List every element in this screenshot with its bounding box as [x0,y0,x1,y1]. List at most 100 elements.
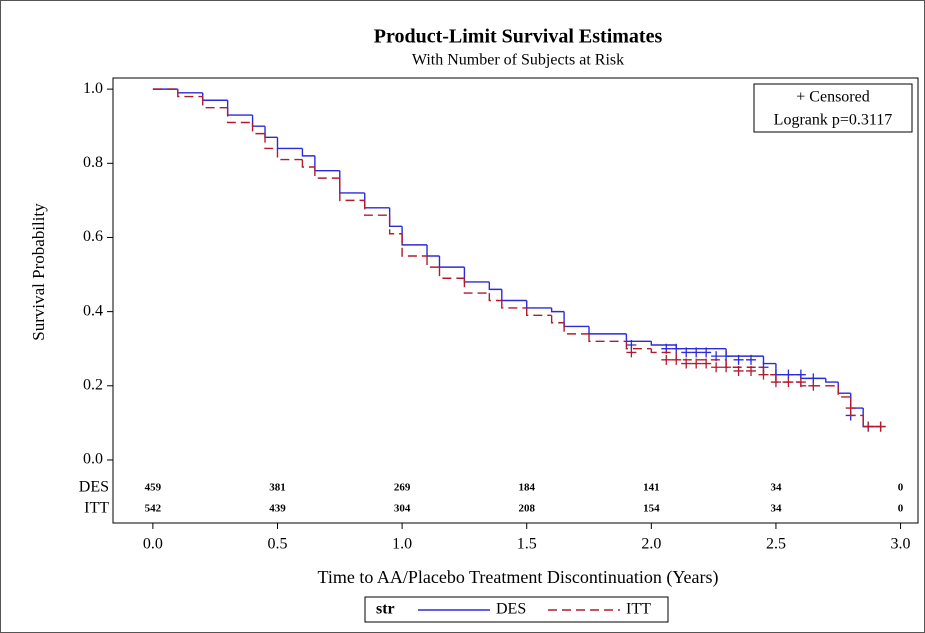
censor-mark [626,347,637,358]
survival-step [339,178,365,202]
censor-mark [795,377,806,388]
censor-mark [721,351,732,362]
y-tick-label: 0.6 [83,228,103,245]
censor-mark [875,421,886,432]
x-axis-label: Time to AA/Placebo Treatment Discontinua… [318,567,719,588]
survival-step [862,415,881,428]
survival-step [251,122,266,135]
survival-step [526,307,552,317]
at-risk-count: 34 [770,482,782,494]
annotation: + Censored [796,89,869,106]
survival-step [825,378,839,383]
survival-step [401,233,428,257]
survival-step [501,300,527,309]
annotation-box [753,83,913,133]
censor-mark [681,347,692,358]
legend-box [364,596,669,623]
survival-step [401,226,428,246]
survival-step [202,96,228,109]
censor-mark [845,403,856,414]
censor-mark [733,365,744,376]
survival-step [314,167,340,179]
survival-step [226,107,253,124]
survival-step [463,278,490,294]
survival-step [625,341,652,350]
survival-step [301,159,315,168]
x-tick-label: 0.5 [267,536,287,553]
at-risk-count: 208 [518,503,535,515]
censor-mark [671,354,682,365]
survival-step [264,133,278,150]
censor-mark [701,347,712,358]
x-tick-label: 0.0 [143,536,163,553]
at-risk-count: 184 [518,482,535,494]
x-tick-label: 1.5 [517,536,537,553]
survival-step [588,333,627,342]
survival-step [488,293,502,302]
y-tick-label: 1.0 [83,80,103,97]
survival-step [488,281,502,291]
at-risk-count: 141 [643,482,660,494]
at-risk-count: 34 [770,503,782,515]
x-tick-label: 1.0 [392,536,412,553]
survival-step [563,322,590,335]
censor-mark [746,365,757,376]
censor-mark [863,421,874,432]
censor-mark [721,362,732,373]
x-tick-label: 3.0 [891,536,911,553]
risk-row-label: ITT [84,500,109,517]
at-risk-count: 0 [898,482,904,494]
y-tick-label: 0.2 [83,376,103,393]
censor-mark [733,354,744,365]
survival-step [388,215,403,235]
legend-label: ITT [626,601,651,618]
chart-title: Product-Limit Survival Estimates [374,26,663,48]
survival-step [650,348,677,354]
plot-frame [112,77,919,524]
survival-step [177,89,203,98]
chart-subtitle: With Number of Subjects at Risk [412,52,624,69]
x-tick-label: 2.0 [641,536,661,553]
censor-mark [671,343,682,354]
at-risk-count: 459 [145,482,162,494]
survival-step [438,267,465,279]
survival-step [550,315,565,324]
at-risk-count: 269 [394,482,411,494]
y-tick-label: 0.0 [83,451,103,468]
at-risk-count: 439 [269,503,286,515]
survival-step [550,307,565,313]
survival-step [276,148,303,161]
censor-mark [746,354,757,365]
censor-mark [808,380,819,391]
survival-step [388,207,403,228]
at-risk-count: 381 [269,482,286,494]
censor-mark [770,377,781,388]
at-risk-count: 304 [394,503,411,515]
survival-step [837,385,851,398]
y-tick-label: 0.4 [83,302,103,319]
at-risk-count: 0 [898,503,904,515]
censor-mark [681,358,692,369]
y-axis-label: Survival Probability [29,203,48,341]
censor-mark [661,354,672,365]
survival-step [276,137,303,150]
survival-step [301,148,315,157]
censor-mark [783,377,794,388]
censor-mark [701,358,712,369]
legend-title: str [376,601,395,618]
censor-mark [711,362,722,373]
annotation: Logrank p=0.3117 [774,112,893,129]
censor-mark [691,358,702,369]
survival-step [650,341,677,346]
censor-mark [758,369,769,380]
survival-step [426,256,440,268]
survival-step [364,200,390,216]
at-risk-count: 542 [145,503,162,515]
x-tick-label: 2.5 [766,536,786,553]
y-tick-label: 0.8 [83,154,103,171]
at-risk-count: 154 [643,503,660,515]
risk-row-label: DES [79,479,109,496]
censor-mark [691,347,702,358]
